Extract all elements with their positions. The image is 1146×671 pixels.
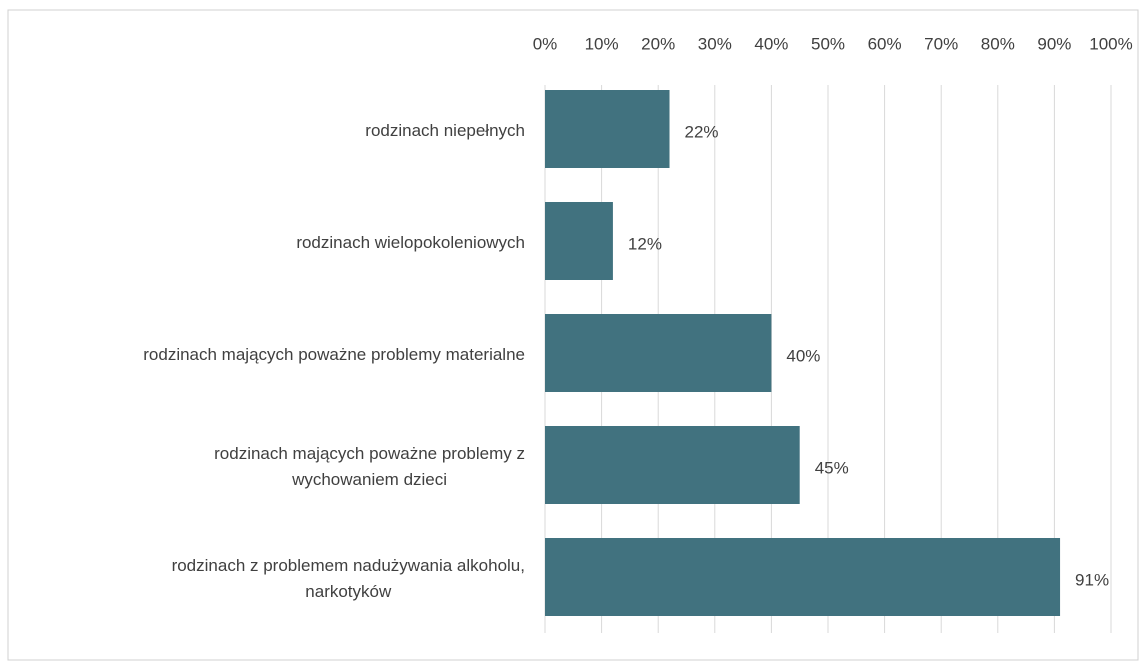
x-tick-label: 40% xyxy=(754,34,788,53)
x-tick-label: 0% xyxy=(533,34,558,53)
y-tick-label: rodzinach niepełnych xyxy=(365,121,525,140)
x-tick-label: 20% xyxy=(641,34,675,53)
y-tick-label: rodzinach mających poważne problemy z wy… xyxy=(214,444,525,489)
value-label: 40% xyxy=(786,346,820,365)
x-tick-label: 90% xyxy=(1037,34,1071,53)
x-tick-label: 30% xyxy=(698,34,732,53)
x-tick-label: 50% xyxy=(811,34,845,53)
value-label: 22% xyxy=(685,122,719,141)
bar xyxy=(545,314,772,392)
value-label: 12% xyxy=(628,234,662,253)
x-tick-label: 80% xyxy=(981,34,1015,53)
y-tick-label: rodzinach z problemem nadużywania alkoho… xyxy=(171,556,525,601)
value-label: 45% xyxy=(815,458,849,477)
x-tick-label: 60% xyxy=(868,34,902,53)
y-tick-label: rodzinach mających poważne problemy mate… xyxy=(143,345,525,364)
chart-border xyxy=(7,9,1139,661)
bar xyxy=(545,90,670,168)
y-tick-label: rodzinach wielopokoleniowych xyxy=(296,233,525,252)
x-tick-label: 10% xyxy=(585,34,619,53)
x-tick-label: 100% xyxy=(1089,34,1132,53)
x-tick-label: 70% xyxy=(924,34,958,53)
bar xyxy=(545,538,1061,616)
bar xyxy=(545,426,800,504)
value-label: 91% xyxy=(1075,570,1109,589)
bar xyxy=(545,202,613,280)
